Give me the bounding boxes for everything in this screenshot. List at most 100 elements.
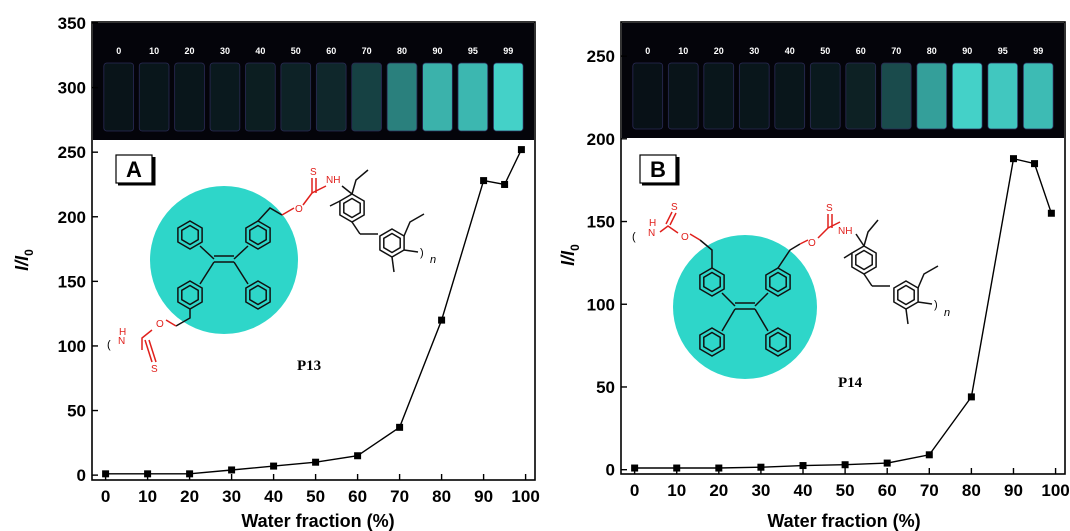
data-point-90 xyxy=(1009,155,1017,163)
x-axis-label-b: Water fraction (%) xyxy=(767,511,920,531)
svg-text:S: S xyxy=(310,167,317,178)
data-point-40 xyxy=(799,462,807,470)
vial-photo-b: 0 10 20 30 40 50 60 70 80 90 95 99 xyxy=(622,23,1064,138)
vial-50 xyxy=(280,62,312,132)
data-point-30 xyxy=(757,463,765,471)
vial-99 xyxy=(1022,62,1054,130)
tpe-highlight-circle xyxy=(150,186,298,334)
vial-label: 0 xyxy=(645,46,650,56)
structure-p14: O S N H ( O S NH ) xyxy=(632,202,950,379)
y-tick-label: 300 xyxy=(58,79,86,98)
data-point-95 xyxy=(1031,160,1039,168)
vial-90 xyxy=(422,62,453,132)
data-point-50 xyxy=(841,461,849,469)
vial-label: 60 xyxy=(856,46,866,56)
svg-text:): ) xyxy=(420,247,424,259)
data-point-0 xyxy=(102,470,110,478)
vial-30 xyxy=(738,62,770,130)
x-tick-label: 30 xyxy=(222,487,241,506)
svg-text:H: H xyxy=(119,327,126,338)
vial-80 xyxy=(386,62,418,132)
y-tick-label: 100 xyxy=(58,337,86,356)
vial-20 xyxy=(703,62,735,130)
y-tick-label: 0 xyxy=(77,466,86,485)
series-line-a xyxy=(105,149,523,475)
data-point-99 xyxy=(517,146,525,154)
y-tick-label: 50 xyxy=(67,402,86,421)
vial-label: 70 xyxy=(362,46,372,56)
vial-label: 95 xyxy=(468,46,478,56)
svg-text:O: O xyxy=(156,319,164,330)
polymer-label-a: P13 xyxy=(297,358,321,374)
x-tick-label: 0 xyxy=(630,481,639,500)
vial-label: 40 xyxy=(785,46,795,56)
panel-a: 0 10 20 30 40 50 60 70 80 90 95 99 0501001502002503… xyxy=(12,14,540,531)
vial-label: 99 xyxy=(503,46,513,56)
vial-10 xyxy=(667,62,699,130)
vial-95 xyxy=(987,62,1019,130)
data-point-70 xyxy=(925,451,933,459)
svg-text:N: N xyxy=(118,336,125,347)
svg-text:(: ( xyxy=(107,339,111,351)
y-tick-label: 100 xyxy=(587,295,615,314)
svg-text:O: O xyxy=(808,238,816,249)
x-tick-label: 40 xyxy=(794,481,813,500)
data-point-99 xyxy=(1047,209,1055,217)
y-axis-label-a: I/I0 xyxy=(12,249,36,271)
data-point-95 xyxy=(501,180,509,188)
y-tick-label: 50 xyxy=(596,378,615,397)
x-tick-label: 0 xyxy=(101,487,110,506)
vial-label: 50 xyxy=(820,46,830,56)
data-point-70 xyxy=(396,423,404,431)
y-tick-label: 350 xyxy=(58,14,86,33)
vial-0 xyxy=(103,62,134,132)
svg-text:O: O xyxy=(295,204,303,215)
vial-60 xyxy=(845,62,877,130)
x-tick-label: 70 xyxy=(920,481,939,500)
data-point-60 xyxy=(354,452,362,460)
x-tick-label: 10 xyxy=(667,481,686,500)
svg-text:n: n xyxy=(430,254,436,266)
x-tick-label: 80 xyxy=(962,481,981,500)
vials-a: 0 10 20 30 40 50 60 70 80 90 95 99 xyxy=(103,46,524,132)
x-tick-label: 40 xyxy=(264,487,283,506)
data-point-0 xyxy=(631,464,639,472)
data-point-50 xyxy=(312,458,320,466)
vial-label: 30 xyxy=(749,46,759,56)
svg-text:B: B xyxy=(650,157,666,182)
data-point-10 xyxy=(144,470,152,478)
x-tick-label: 20 xyxy=(180,487,199,506)
x-tick-label: 50 xyxy=(836,481,855,500)
y-tick-label: 200 xyxy=(58,208,86,227)
svg-text:): ) xyxy=(934,299,938,311)
panel-badge-a: A xyxy=(115,154,156,186)
vials-b: 0 10 20 30 40 50 60 70 80 90 95 99 xyxy=(632,46,1054,130)
vial-label: 95 xyxy=(998,46,1008,56)
vial-99 xyxy=(493,62,524,132)
y-tick-label: 150 xyxy=(58,272,86,291)
vial-70 xyxy=(351,62,382,132)
x-tick-label: 100 xyxy=(511,487,539,506)
y-axis-a: 0 50 100 150 200 250 300 350 xyxy=(58,14,98,485)
vial-60 xyxy=(315,62,347,132)
vial-label: 0 xyxy=(116,46,121,56)
y-tick-label: 250 xyxy=(587,47,615,66)
x-tick-label: 50 xyxy=(306,487,325,506)
series-points-b xyxy=(631,155,1055,472)
plot-frame-a xyxy=(91,21,536,481)
tpe-highlight-circle xyxy=(673,235,817,379)
vial-label: 99 xyxy=(1033,46,1043,56)
svg-text:H: H xyxy=(649,218,656,229)
vial-80 xyxy=(916,62,948,130)
x-axis-a: 0 10 20 30 40 50 60 70 80 90 100 xyxy=(101,474,540,506)
vial-label: 60 xyxy=(326,46,336,56)
vial-label: 70 xyxy=(891,46,901,56)
vial-photo-a: 0 10 20 30 40 50 60 70 80 90 95 99 xyxy=(93,23,534,140)
svg-text:A: A xyxy=(126,157,142,182)
series-points-a xyxy=(102,146,525,478)
svg-text:NH: NH xyxy=(838,226,852,237)
data-point-20 xyxy=(186,470,194,478)
vial-70 xyxy=(880,62,912,130)
x-tick-label: 60 xyxy=(348,487,367,506)
